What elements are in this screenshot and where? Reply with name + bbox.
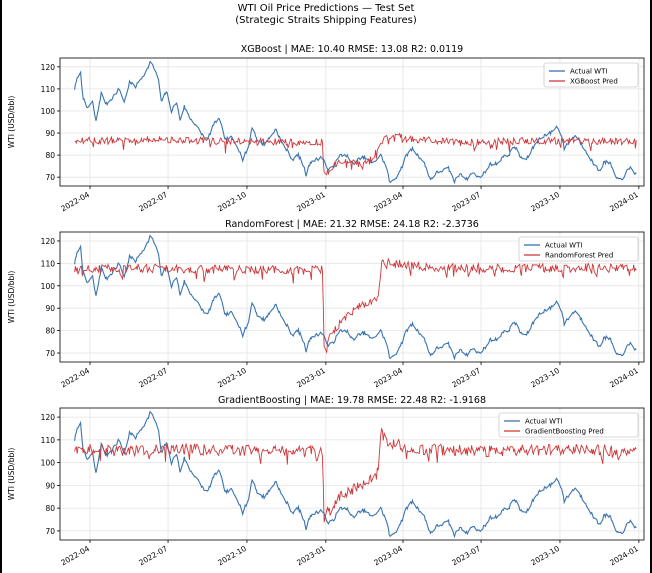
legend-label-actual: Actual WTI (525, 418, 562, 426)
y-tick-label: 110 (41, 436, 56, 445)
x-tick-label: 2023-04 (372, 366, 404, 390)
y-tick-label: 110 (41, 85, 56, 94)
frame-border-left (0, 0, 2, 573)
x-tick-label: 2023-10 (529, 366, 561, 390)
x-tick-label: 2022-07 (137, 544, 169, 568)
chart-title: XGBoost | MAE: 10.40 RMSE: 13.08 R2: 0.0… (241, 44, 463, 55)
chart-title: RandomForest | MAE: 21.32 RMSE: 24.18 R2… (225, 219, 479, 230)
y-tick-label: 90 (45, 304, 55, 313)
chart-panel-1: XGBoost | MAE: 10.40 RMSE: 13.08 R2: 0.0… (7, 44, 645, 214)
x-tick-label: 2023-01 (295, 190, 327, 214)
x-tick-label: 2022-04 (59, 544, 91, 568)
x-tick-label: 2023-07 (450, 366, 482, 390)
series-line-pred (74, 427, 637, 523)
y-tick-label: 70 (45, 349, 55, 358)
series-line-actual (74, 410, 637, 539)
y-tick-label: 100 (41, 459, 56, 468)
x-tick-label: 2022-04 (59, 190, 91, 214)
legend-box (543, 62, 639, 88)
y-tick-label: 80 (45, 504, 55, 513)
y-tick-label: 80 (45, 327, 55, 336)
legend-box (498, 412, 639, 438)
chart-title: GradientBoosting | MAE: 19.78 RMSE: 22.4… (218, 395, 486, 406)
chart-panel-2: RandomForest | MAE: 21.32 RMSE: 24.18 R2… (7, 219, 645, 390)
y-tick-label: 90 (45, 129, 55, 138)
x-tick-label: 2022-07 (137, 366, 169, 390)
chart-panel-3: GradientBoosting | MAE: 19.78 RMSE: 22.4… (7, 395, 645, 568)
y-tick-label: 120 (41, 63, 56, 72)
y-axis-label: WTI (USD/bbl) (7, 96, 16, 149)
x-tick-label: 2023-04 (372, 544, 404, 568)
legend-label-pred: RandomForest Pred (545, 252, 613, 260)
series-line-pred (74, 132, 637, 176)
series-line-actual (74, 234, 637, 361)
y-tick-label: 90 (45, 481, 55, 490)
y-tick-label: 70 (45, 527, 55, 536)
y-tick-label: 80 (45, 151, 55, 160)
x-tick-label: 2023-07 (450, 190, 482, 214)
x-tick-label: 2022-10 (216, 366, 248, 390)
series-line-pred (74, 257, 637, 354)
x-tick-label: 2023-10 (529, 190, 561, 214)
y-tick-label: 100 (41, 107, 56, 116)
plot-frame (59, 57, 645, 187)
x-tick-label: 2023-07 (450, 544, 482, 568)
plot-frame (59, 231, 645, 363)
x-tick-label: 2023-04 (372, 190, 404, 214)
x-tick-label: 2022-10 (216, 544, 248, 568)
x-tick-label: 2024-01 (608, 366, 640, 390)
x-tick-label: 2022-10 (216, 190, 248, 214)
legend-box (518, 236, 639, 262)
y-tick-label: 120 (41, 237, 56, 246)
figure-title: WTI Oil Price Predictions — Test Set (St… (0, 3, 652, 27)
y-tick-label: 110 (41, 259, 56, 268)
x-tick-label: 2024-01 (608, 190, 640, 214)
legend-label-actual: Actual WTI (545, 242, 582, 250)
y-axis-label: WTI (USD/bbl) (7, 448, 16, 501)
figure-title-line1: WTI Oil Price Predictions — Test Set (237, 3, 415, 14)
x-tick-label: 2023-10 (529, 544, 561, 568)
x-tick-label: 2024-01 (608, 544, 640, 568)
x-tick-label: 2022-07 (137, 190, 169, 214)
frame-border-right (650, 0, 652, 573)
y-tick-label: 100 (41, 282, 56, 291)
x-tick-label: 2023-01 (295, 366, 327, 390)
x-tick-label: 2022-04 (59, 366, 91, 390)
plot-frame (59, 407, 645, 541)
x-tick-label: 2023-01 (295, 544, 327, 568)
legend-label-pred: GradientBoosting Pred (525, 428, 604, 436)
y-tick-label: 70 (45, 173, 55, 182)
legend-label-pred: XGBoost Pred (570, 78, 618, 86)
y-tick-label: 120 (41, 413, 56, 422)
legend-label-actual: Actual WTI (570, 68, 607, 76)
figure-title-line2: (Strategic Straits Shipping Features) (235, 15, 417, 26)
y-axis-label: WTI (USD/bbl) (7, 271, 16, 324)
